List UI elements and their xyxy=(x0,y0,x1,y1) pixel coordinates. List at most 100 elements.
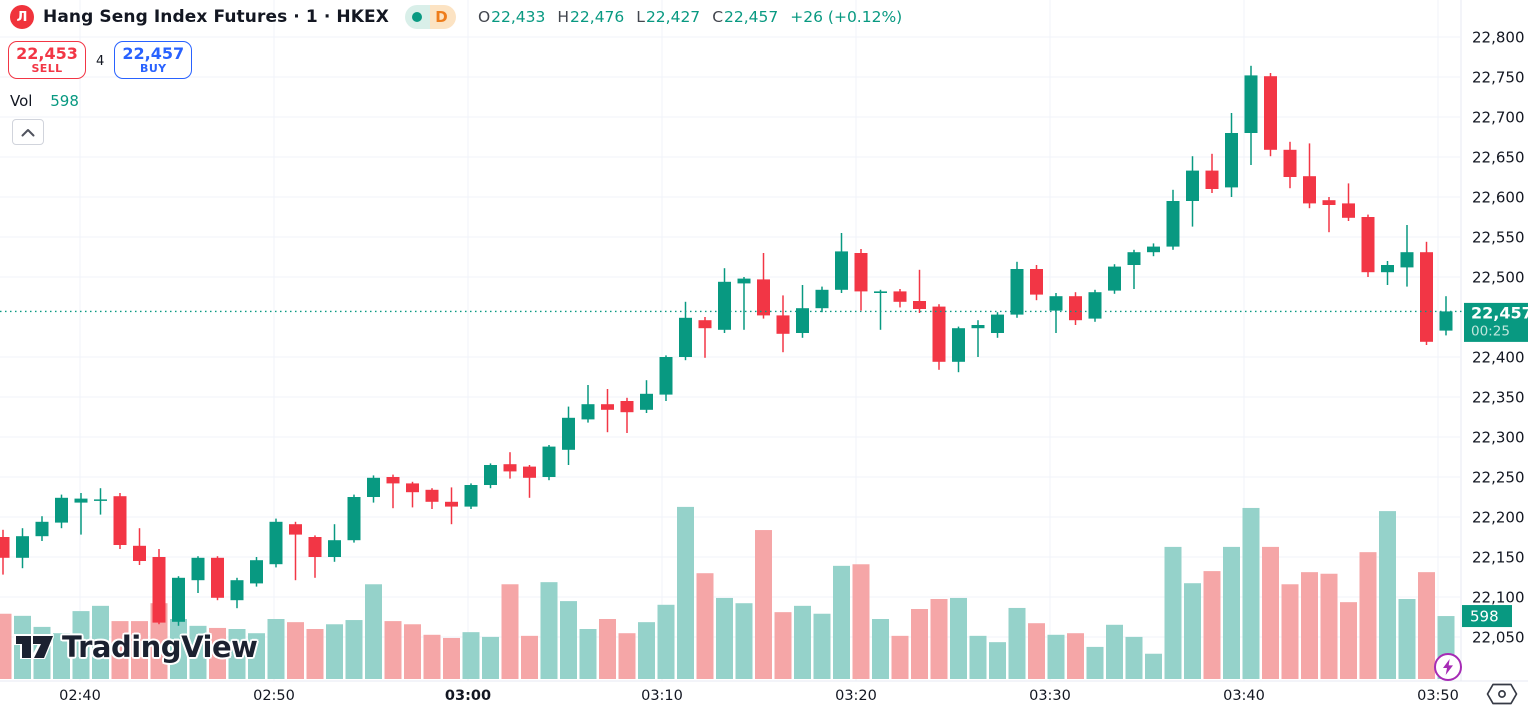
candle-body[interactable] xyxy=(932,306,946,362)
candle-body[interactable] xyxy=(776,315,790,334)
candle-body[interactable] xyxy=(542,446,556,477)
candle-body[interactable] xyxy=(757,279,770,316)
hexagon-settings-icon[interactable] xyxy=(1486,683,1518,705)
volume-bar xyxy=(326,624,343,679)
candle-body[interactable] xyxy=(640,393,653,410)
collapse-panel-button[interactable] xyxy=(12,119,44,145)
candle-body[interactable] xyxy=(250,560,263,584)
candle-body[interactable] xyxy=(659,357,673,395)
volume-bar xyxy=(1301,572,1318,679)
candle-body[interactable] xyxy=(1303,176,1316,204)
tradingview-watermark[interactable]: TradingView xyxy=(16,630,258,664)
candle-body[interactable] xyxy=(620,401,634,413)
candle-body[interactable] xyxy=(0,537,10,558)
time-axis-tick: 03:00 xyxy=(445,688,491,704)
candle-body[interactable] xyxy=(1049,296,1063,311)
candle-body[interactable] xyxy=(484,465,497,485)
candle-body[interactable] xyxy=(328,540,341,557)
candle-body[interactable] xyxy=(815,289,829,309)
candle-body[interactable] xyxy=(191,557,205,581)
candle-body[interactable] xyxy=(698,320,712,329)
time-axis[interactable]: 02:40 02:50 03:00 03:10 03:20 03:30 03:40 03:50 xyxy=(59,688,1459,704)
volume-bar xyxy=(930,599,948,679)
candle-body[interactable] xyxy=(952,328,965,362)
candle-body[interactable] xyxy=(718,281,731,330)
candle-body[interactable] xyxy=(172,577,185,622)
candle-body[interactable] xyxy=(737,278,751,284)
sell-button[interactable]: 22,453 SELL xyxy=(8,41,86,79)
symbol-title[interactable]: Hang Seng Index Futures · 1 · HKEX xyxy=(43,7,389,27)
candle-body[interactable] xyxy=(503,464,517,472)
candle-body[interactable] xyxy=(1069,296,1082,321)
candle-body[interactable] xyxy=(74,498,88,503)
candle-body[interactable] xyxy=(1108,266,1121,291)
price-axis[interactable]: 22,800 22,750 22,700 22,650 22,600 22,550 22,5… xyxy=(1472,29,1525,647)
volume-bar xyxy=(1359,552,1377,679)
candle-body[interactable] xyxy=(581,404,595,420)
candle-body[interactable] xyxy=(1439,311,1453,331)
candle-body[interactable] xyxy=(464,485,478,507)
candle-body[interactable] xyxy=(1400,252,1414,268)
candle-body[interactable] xyxy=(425,489,439,502)
candle-body[interactable] xyxy=(1381,265,1394,273)
candle-body[interactable] xyxy=(991,314,1004,333)
candle-body[interactable] xyxy=(230,580,244,601)
symbol-logo-icon[interactable]: Л xyxy=(10,5,34,29)
candle-body[interactable] xyxy=(854,253,868,292)
candle-body[interactable] xyxy=(1283,149,1297,177)
candle-body[interactable] xyxy=(1010,269,1024,315)
candle-body[interactable] xyxy=(1264,76,1277,150)
candle-body[interactable] xyxy=(601,404,614,410)
candle-body[interactable] xyxy=(445,501,458,507)
candle-body[interactable] xyxy=(1342,203,1355,218)
candle-body[interactable] xyxy=(1186,170,1199,201)
candle-body[interactable] xyxy=(1127,252,1141,265)
candle-body[interactable] xyxy=(874,291,887,293)
candle-body[interactable] xyxy=(679,317,692,357)
candle-body[interactable] xyxy=(562,417,575,450)
volume-bar xyxy=(735,603,753,679)
candle-body[interactable] xyxy=(1361,217,1375,273)
volume-bar xyxy=(0,613,12,679)
instant-trading-button[interactable] xyxy=(1434,653,1462,681)
candle-body[interactable] xyxy=(386,477,400,484)
candle-body[interactable] xyxy=(133,545,146,561)
candle-body[interactable] xyxy=(94,499,107,501)
candle-body[interactable] xyxy=(16,536,29,558)
candle-body[interactable] xyxy=(1225,133,1238,188)
buy-button[interactable]: 22,457 BUY xyxy=(114,41,193,79)
candle-body[interactable] xyxy=(913,301,926,309)
candle-body[interactable] xyxy=(308,537,322,557)
candle-body[interactable] xyxy=(35,521,49,537)
candle-body[interactable] xyxy=(1322,200,1336,205)
candle-body[interactable] xyxy=(523,466,536,478)
candle-body[interactable] xyxy=(269,521,283,565)
candle-body[interactable] xyxy=(1030,269,1043,295)
candle-body[interactable] xyxy=(1147,246,1160,253)
candle-body[interactable] xyxy=(835,251,848,290)
candle-body[interactable] xyxy=(367,477,380,497)
candle-body[interactable] xyxy=(1244,75,1258,133)
candle-body[interactable] xyxy=(406,483,419,493)
candle-body[interactable] xyxy=(152,557,166,623)
candle-body[interactable] xyxy=(211,557,224,598)
candle-body[interactable] xyxy=(893,291,907,302)
candle-body[interactable] xyxy=(1205,170,1219,189)
volume-bar xyxy=(1125,636,1143,679)
candle-body[interactable] xyxy=(55,497,68,523)
candle-body[interactable] xyxy=(1166,201,1180,247)
candle-body[interactable] xyxy=(347,497,361,541)
candle-body[interactable] xyxy=(113,496,127,545)
volume-study-row[interactable]: Vol 598 xyxy=(10,92,79,110)
candle-body[interactable] xyxy=(1420,252,1433,342)
volume-bar xyxy=(950,597,967,679)
volume-bar xyxy=(1184,583,1201,679)
volume-bar xyxy=(1398,599,1416,679)
candle-body[interactable] xyxy=(796,308,809,333)
interval-badge[interactable]: D xyxy=(404,5,456,29)
candle-body[interactable] xyxy=(1088,292,1102,319)
candle-body[interactable] xyxy=(289,524,302,535)
candle-body[interactable] xyxy=(971,325,985,329)
